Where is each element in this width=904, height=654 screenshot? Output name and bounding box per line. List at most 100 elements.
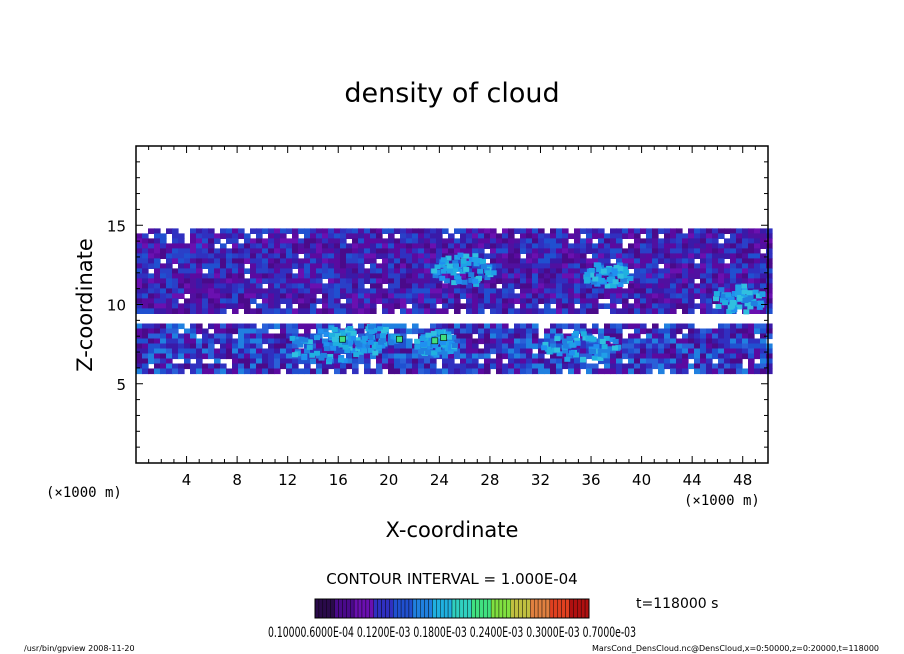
colorbar-segment xyxy=(455,598,461,619)
cloud-cell xyxy=(694,328,701,335)
cloud-cell xyxy=(196,303,203,309)
colorbar-segment xyxy=(361,598,367,619)
cloud-cell xyxy=(730,273,737,279)
cloud-cell xyxy=(502,238,509,244)
cloud-cell xyxy=(244,308,251,314)
cloud-cell xyxy=(352,358,359,365)
cloud-cell xyxy=(400,263,407,269)
cloud-cell xyxy=(274,278,281,284)
cloud-cell xyxy=(658,228,665,234)
cloud-cell xyxy=(580,293,587,299)
cloud-cell xyxy=(526,303,533,309)
cloud-cell xyxy=(742,243,749,249)
cloud-cell xyxy=(502,283,509,289)
cloud-cell xyxy=(646,263,653,269)
cloud-cell xyxy=(406,273,413,279)
cloud-cell xyxy=(292,328,299,335)
cloud-cell xyxy=(430,263,437,269)
cloud-cell xyxy=(664,228,671,234)
cloud-cell xyxy=(238,363,245,370)
cloud-cell xyxy=(598,243,605,249)
cloud-cell xyxy=(250,323,257,330)
cloud-cell xyxy=(382,363,389,370)
colorbar-segment xyxy=(447,598,453,619)
cloud-cell xyxy=(520,238,527,244)
cloud-cell xyxy=(208,338,215,345)
cloud-cell xyxy=(232,288,239,294)
cloud-cell xyxy=(472,293,479,299)
cloud-cell xyxy=(550,343,557,350)
cloud-cell xyxy=(178,293,185,299)
cloud-cell xyxy=(538,363,545,370)
cloud-cell xyxy=(142,233,149,239)
cloud-cell xyxy=(244,368,251,375)
cloud-cell xyxy=(766,258,773,264)
cloud-cell xyxy=(160,253,167,259)
cloud-cell xyxy=(490,243,497,249)
cloud-cell xyxy=(460,348,467,355)
cloud-cell xyxy=(640,328,647,335)
cloud-cell xyxy=(748,258,755,264)
cloud-cell xyxy=(562,233,569,239)
cloud-cell xyxy=(372,341,379,347)
cloud-cell xyxy=(766,343,773,350)
cloud-cell xyxy=(280,293,287,299)
colorbar-segment xyxy=(561,598,566,619)
cloud-cell xyxy=(544,338,551,345)
cloud-cell xyxy=(301,355,308,361)
colorbar-segment xyxy=(334,598,339,619)
cloud-cell xyxy=(664,333,671,340)
cloud-cell xyxy=(292,243,299,249)
cloud-cell xyxy=(340,268,347,274)
cloud-cell xyxy=(250,338,257,345)
cloud-cell xyxy=(196,268,203,274)
cloud-cell xyxy=(652,233,659,239)
cloud-cell xyxy=(508,348,515,355)
cloud-cell xyxy=(688,258,695,264)
cloud-cell xyxy=(460,293,467,299)
cloud-cell xyxy=(412,293,419,299)
cloud-cell xyxy=(238,328,245,335)
colorbar-segment xyxy=(537,598,543,619)
cloud-cell xyxy=(322,283,329,289)
cloud-cell xyxy=(514,343,521,350)
cloud-cell xyxy=(568,263,575,269)
cloud-cell xyxy=(316,233,323,239)
cloud-cell xyxy=(327,342,334,348)
cloud-cell xyxy=(388,283,395,289)
cloud-cell xyxy=(706,358,713,365)
cloud-cell xyxy=(538,258,545,264)
cloud-cell xyxy=(424,303,431,309)
cloud-cell xyxy=(694,228,701,234)
cloud-cell xyxy=(676,258,683,264)
cloud-cell xyxy=(166,368,173,375)
cloud-cell xyxy=(508,358,515,365)
cloud-cell xyxy=(142,338,149,345)
cloud-cell xyxy=(184,298,191,304)
cloud-cell xyxy=(430,228,437,234)
cloud-cell xyxy=(607,346,614,352)
cloud-cell xyxy=(730,338,737,345)
cloud-cell xyxy=(280,358,287,365)
cloud-cell xyxy=(610,363,617,370)
cloud-cell xyxy=(196,278,203,284)
cloud-cell xyxy=(142,243,149,249)
cloud-cell xyxy=(628,288,635,294)
cloud-cell xyxy=(202,343,209,350)
cloud-cell xyxy=(418,233,425,239)
cloud-cell xyxy=(232,323,239,330)
colorbar-segment xyxy=(377,598,382,619)
cloud-cell xyxy=(514,358,521,365)
cloud-cell xyxy=(526,353,533,360)
cloud-cell xyxy=(268,268,275,274)
cloud-cell xyxy=(640,368,647,375)
cloud-cell xyxy=(331,327,338,332)
cloud-cell xyxy=(298,293,305,299)
cloud-cell xyxy=(196,263,203,269)
cloud-cell xyxy=(574,228,581,234)
cloud-cell xyxy=(628,343,635,350)
cloud-cell xyxy=(634,358,641,365)
cloud-cell xyxy=(154,333,161,340)
cloud-cell xyxy=(226,258,233,264)
cloud-cell xyxy=(418,228,425,234)
